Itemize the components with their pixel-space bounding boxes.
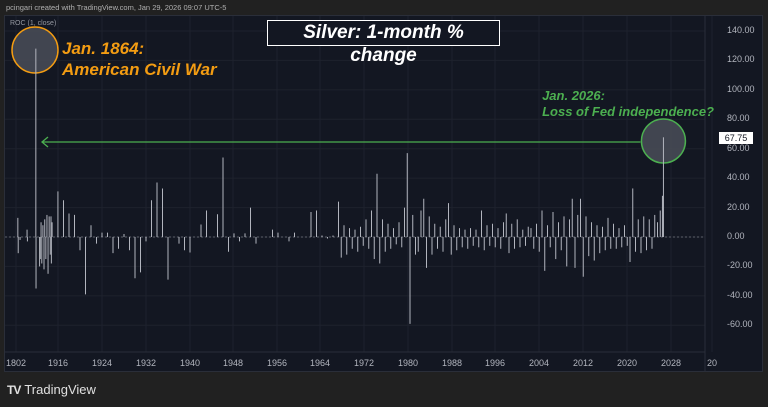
annotation-fed-date: Jan. 2026: [542, 88, 605, 103]
price-tick-label: 20.00 [727, 201, 750, 212]
annotation-civil-war: Jan. 1864: American Civil War [62, 38, 217, 80]
civil-war-highlight-circle [11, 26, 59, 74]
annotation-civil-war-date: Jan. 1864: [62, 39, 145, 58]
time-tick-label: 1996 [484, 358, 506, 368]
arrow-head-icon [40, 136, 49, 148]
price-tick-label: 100.00 [727, 83, 755, 94]
annotation-fed: Jan. 2026: Loss of Fed independence? [542, 88, 714, 120]
last-value-label: 67.75 [719, 132, 753, 144]
price-tick-label: 40.00 [727, 172, 750, 183]
price-tick-label: 0.00 [727, 231, 745, 241]
time-tick-label: 2020 [616, 358, 638, 368]
time-tick-label: 1956 [266, 358, 288, 368]
time-tick-label: 2028 [660, 358, 682, 368]
time-tick-label: 1948 [222, 358, 244, 368]
time-tick-label: 1972 [353, 358, 375, 368]
price-tick-label: 140.00 [727, 25, 755, 35]
price-tick-label: 80.00 [727, 113, 750, 124]
tradingview-logo-text: TradingView [24, 382, 96, 397]
time-tick-label: 2012 [572, 358, 594, 368]
time-tick-label: 1924 [91, 358, 113, 368]
time-tick-label: 1940 [179, 358, 201, 368]
time-tick-label: 2004 [528, 358, 550, 368]
tradingview-logo[interactable]: TV TradingView [7, 382, 96, 397]
annotation-civil-war-text: American Civil War [62, 60, 217, 79]
time-tick-label: 1988 [441, 358, 463, 368]
time-tick-label: 1980 [397, 358, 419, 368]
time-tick-label: 1916 [47, 358, 69, 368]
time-tick-label: 1802 [5, 358, 27, 368]
tradingview-logo-icon: TV [7, 382, 21, 397]
price-tick-label: -60.00 [727, 319, 753, 330]
credit-line: pcingari created with TradingView.com, J… [6, 3, 227, 12]
time-tick-label: 1964 [309, 358, 331, 368]
price-tick-label: -40.00 [727, 289, 753, 300]
time-tick-label: 20 [706, 358, 718, 368]
time-tick-label: 1932 [135, 358, 157, 368]
price-tick-label: 60.00 [727, 142, 750, 153]
price-tick-label: 120.00 [727, 54, 755, 65]
price-tick-label: -20.00 [727, 260, 753, 271]
chart-frame[interactable] [4, 15, 763, 372]
indicator-label[interactable]: ROC (1, close) [10, 20, 57, 27]
annotation-fed-text: Loss of Fed independence? [542, 104, 714, 119]
chart-title: Silver: 1-month % change [267, 20, 500, 66]
